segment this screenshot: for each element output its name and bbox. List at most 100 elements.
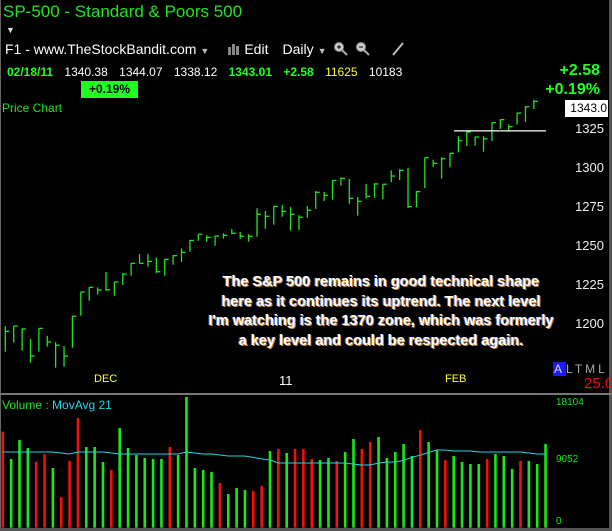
price-bar — [197, 233, 203, 241]
price-bar — [138, 254, 144, 265]
edit-button[interactable]: Edit — [227, 41, 268, 57]
volume-bar — [1, 431, 5, 528]
volume-bar — [377, 436, 380, 528]
quote-volume: 11625 — [325, 65, 358, 79]
scale-button-m[interactable]: M — [585, 362, 599, 376]
volume-bar — [368, 441, 372, 528]
scale-button-l[interactable]: L — [566, 362, 575, 376]
x-tick-label: FEB — [445, 373, 467, 385]
price-bar — [273, 205, 278, 225]
price-bar — [80, 291, 85, 316]
price-bar — [373, 183, 379, 198]
price-bar — [440, 157, 446, 179]
price-bar — [533, 99, 538, 109]
volume-bar — [302, 448, 305, 528]
layout-selector[interactable]: F1 - www.TheStockBandit.com ▼ — [5, 41, 209, 57]
volume-bar — [268, 450, 272, 528]
quote-row: 02/18/11 1340.38 1344.07 1338.12 1343.01… — [7, 65, 410, 79]
volume-bar — [151, 458, 155, 528]
price-bar — [71, 315, 77, 348]
volume-bar — [277, 448, 280, 528]
price-bar — [38, 327, 43, 352]
price-bar — [29, 339, 35, 363]
price-bar — [130, 262, 136, 276]
volume-bar — [118, 427, 121, 528]
menu-dropdown-icon[interactable]: ▼ — [6, 25, 15, 35]
volume-bar — [135, 455, 138, 528]
price-bar — [281, 204, 287, 217]
price-bar — [398, 169, 404, 181]
volume-bar — [402, 444, 405, 528]
moving-average-label: MovAvg 21 — [52, 398, 112, 412]
volume-bar — [76, 417, 80, 528]
zoom-out-icon[interactable] — [355, 41, 371, 57]
quote-open: 1340.38 — [64, 65, 108, 79]
price-bar — [222, 233, 228, 239]
volume-panel-label: Volume : MovAvg 21 — [2, 398, 112, 412]
volume-bar — [519, 460, 522, 528]
quote-date: 02/18/11 — [7, 65, 54, 79]
price-bar — [54, 342, 60, 368]
x-tick-label: 11 — [279, 373, 293, 388]
price-bar — [96, 287, 102, 295]
right-scrollbar[interactable] — [609, 0, 612, 531]
interval-dropdown[interactable]: Daily ▼ — [282, 41, 326, 57]
price-bar — [289, 207, 295, 231]
bar-chart-icon — [228, 44, 240, 55]
volume-bar — [85, 447, 88, 528]
panel-divider[interactable] — [0, 393, 612, 395]
quote-change: +2.58 — [283, 65, 314, 79]
price-bar — [482, 135, 488, 152]
price-bar — [164, 258, 169, 276]
price-bar — [46, 335, 52, 347]
volume-bar — [410, 455, 414, 528]
y-tick-label: 1225 — [575, 277, 604, 292]
price-bar — [340, 177, 345, 186]
volume-bar — [327, 457, 330, 528]
price-bar — [348, 178, 354, 204]
pencil-icon[interactable] — [391, 41, 405, 57]
volume-bar — [343, 452, 347, 528]
scale-button-t[interactable]: T — [574, 362, 586, 376]
volume-bar — [68, 460, 71, 528]
price-bar — [516, 112, 522, 125]
price-bar — [365, 183, 371, 199]
volume-bar — [185, 396, 188, 528]
volume-bar — [226, 494, 230, 528]
quote-low: 1338.12 — [173, 65, 218, 79]
volume-tick-label: 0 — [556, 516, 562, 527]
price-bar — [206, 235, 211, 242]
annotation-line: here as it continues its uptrend. The ne… — [221, 293, 541, 310]
volume-bar — [460, 461, 464, 528]
scale-button-l2[interactable]: L — [598, 362, 608, 376]
price-bar — [524, 106, 530, 123]
volume-bar — [485, 458, 489, 528]
layout-label: F1 - www.TheStockBandit.com — [5, 41, 197, 57]
annotation-text: The S&P 500 remains in good technical sh… — [186, 273, 576, 351]
price-bar — [415, 191, 421, 208]
volume-bar — [160, 458, 163, 528]
price-bar — [256, 208, 261, 237]
volume-bar — [477, 463, 481, 528]
price-bar — [231, 228, 236, 235]
volume-bar — [452, 455, 455, 528]
volume-bar — [502, 455, 506, 528]
price-bar — [432, 159, 438, 167]
scale-button-a[interactable]: A — [553, 362, 567, 376]
price-bar — [306, 205, 312, 218]
volume-bar — [360, 448, 364, 528]
price-bar — [424, 156, 429, 188]
volume-bar — [393, 452, 397, 528]
volume-bar — [435, 449, 439, 528]
volume-label: Volume — [2, 398, 43, 412]
price-bar — [21, 328, 27, 351]
zoom-in-icon[interactable] — [333, 41, 349, 57]
volume-bar — [176, 455, 180, 528]
y-tick-label: 1275 — [575, 199, 604, 214]
toolbar: F1 - www.TheStockBandit.com ▼ Edit Daily ▼ — [5, 41, 405, 57]
chart-title: SP-500 - Standard & Poors 500 — [3, 2, 243, 21]
volume-bar — [318, 460, 322, 528]
volume-bar — [26, 447, 30, 528]
volume-bar — [527, 460, 531, 528]
